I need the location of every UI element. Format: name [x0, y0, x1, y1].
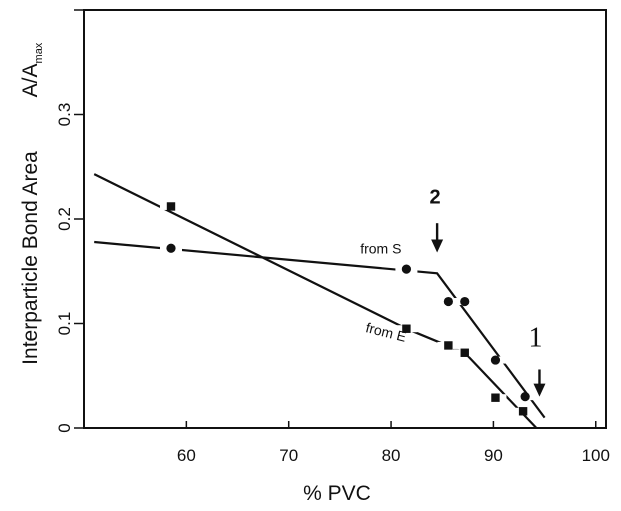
- annotation-1: 1: [528, 322, 542, 353]
- point-circle: [460, 296, 470, 307]
- point-circle: [401, 264, 412, 274]
- point-circle: [490, 355, 501, 365]
- series-label-from-e: from E: [364, 319, 408, 345]
- series-line-from-s: [94, 240, 546, 419]
- arrow-head: [533, 383, 546, 397]
- point-square: [460, 348, 469, 357]
- point-square: [518, 407, 528, 416]
- series-markers: [160, 202, 537, 416]
- series-line-from-e: [93, 173, 538, 429]
- annotation-2: 2: [430, 186, 441, 208]
- x-axis-title: % PVC: [303, 482, 371, 505]
- series-label-from-s: from S: [360, 240, 401, 256]
- point-square: [402, 324, 411, 333]
- y-tick-label: 0: [55, 423, 74, 432]
- series-lines: [93, 173, 546, 429]
- annotation-arrows: [431, 223, 546, 397]
- y-tick-label: 0.3: [55, 103, 74, 127]
- y-tick-label: 0.2: [55, 207, 74, 231]
- x-tick-label: 70: [279, 446, 298, 465]
- x-tick-label: 60: [177, 446, 196, 465]
- x-tick-label: 90: [484, 446, 503, 465]
- point-circle: [443, 296, 453, 307]
- x-tick-label: 100: [582, 446, 610, 465]
- point-square: [444, 341, 453, 350]
- y-axis-symbol-main: A/A: [19, 63, 42, 97]
- plot-frame: [83, 9, 607, 429]
- axes: 60 70 80 90 100 0 0.1 0.2 0.3: [55, 9, 610, 465]
- arrow-head: [431, 239, 444, 253]
- point-square: [491, 393, 500, 402]
- point-circle: [520, 392, 530, 402]
- y-axis-symbol-sub: max: [33, 42, 45, 63]
- y-axis-symbol: A/Amax: [19, 42, 45, 97]
- y-tick-label: 0.1: [55, 312, 74, 336]
- labels: % PVC Interparticle Bond Area A/Amax fro…: [19, 42, 542, 505]
- point-square: [166, 202, 176, 211]
- point-circle: [166, 243, 176, 253]
- x-tick-label: 80: [382, 446, 401, 465]
- y-axis-title: Interparticle Bond Area: [19, 151, 42, 365]
